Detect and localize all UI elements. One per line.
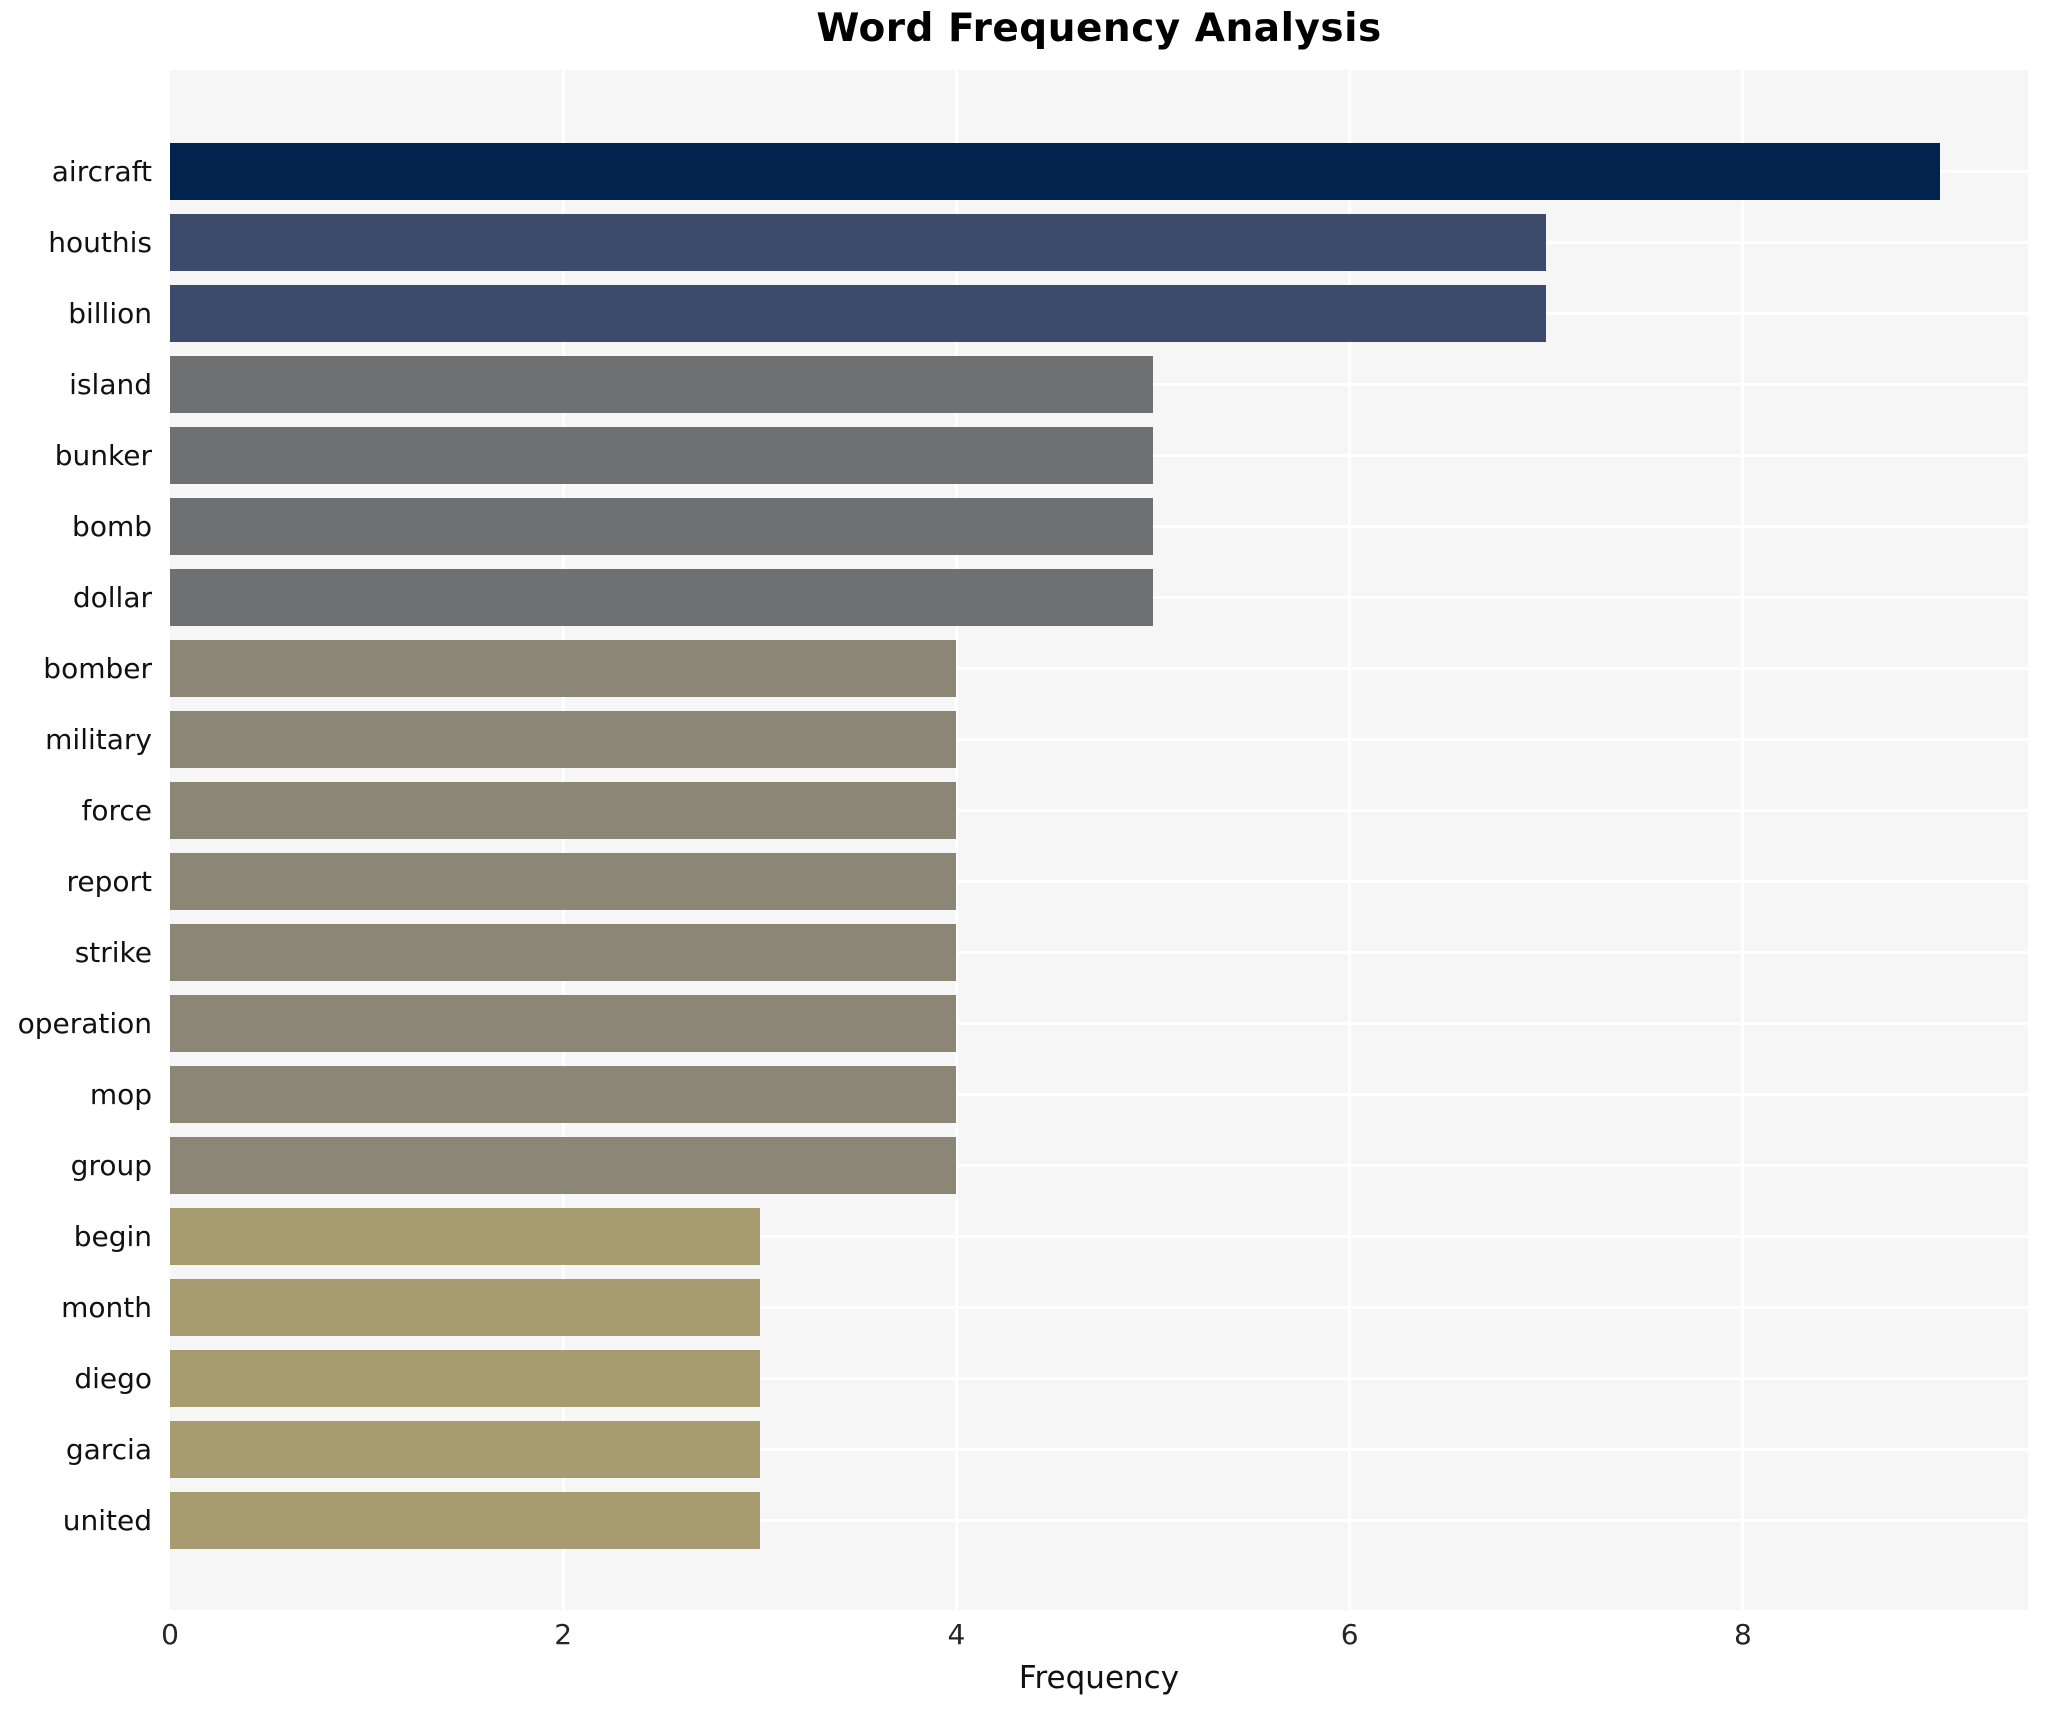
y-tick-label: garcia (65, 1433, 152, 1466)
frequency-bar (170, 782, 957, 839)
horizontal-gridline (170, 1022, 2028, 1025)
bar-row: strike (0, 917, 2048, 988)
frequency-bar (170, 214, 1547, 271)
bar-row: dollar (0, 562, 2048, 633)
frequency-bar (170, 995, 957, 1052)
frequency-bar (170, 498, 1154, 555)
bar-row: month (0, 1272, 2048, 1343)
bar-row: mop (0, 1059, 2048, 1130)
x-axis-ticks: 0 2 4 6 8 (0, 1618, 2048, 1658)
gridline (1348, 70, 1352, 1610)
horizontal-gridline (170, 951, 2028, 954)
horizontal-gridline (170, 738, 2028, 741)
y-tick-label: begin (73, 1220, 152, 1253)
bar-row: island (0, 349, 2048, 420)
x-tick-label: 2 (554, 1618, 573, 1651)
horizontal-gridline (170, 1377, 2028, 1380)
horizontal-gridline (170, 1448, 2028, 1451)
frequency-bar (170, 427, 1154, 484)
frequency-bar (170, 569, 1154, 626)
y-tick-label: force (81, 794, 152, 827)
bar-row: begin (0, 1201, 2048, 1272)
bar-rows: aircraft houthis billion island bunker b… (0, 70, 2048, 1610)
x-axis-label: Frequency (1018, 1660, 1180, 1696)
y-tick-label: report (66, 865, 152, 898)
frequency-bar (170, 1137, 957, 1194)
horizontal-gridline (170, 1306, 2028, 1309)
y-tick-label: bomber (43, 652, 152, 685)
x-tick-label: 4 (947, 1618, 966, 1651)
horizontal-gridline (170, 1164, 2028, 1167)
frequency-bar (170, 285, 1547, 342)
bar-row: report (0, 846, 2048, 917)
bar-row: diego (0, 1343, 2048, 1414)
bar-row: bomber (0, 633, 2048, 704)
y-tick-label: bomb (72, 510, 152, 543)
x-tick-label: 6 (1340, 1618, 1359, 1651)
horizontal-gridline (170, 1519, 2028, 1522)
y-tick-label: island (69, 368, 152, 401)
gridline (561, 70, 565, 1610)
frequency-bar (170, 1279, 760, 1336)
bar-row: billion (0, 278, 2048, 349)
y-tick-label: military (45, 723, 152, 756)
horizontal-gridline (170, 1093, 2028, 1096)
gridline (1741, 70, 1745, 1610)
y-tick-label: group (70, 1149, 152, 1182)
bar-row: group (0, 1130, 2048, 1201)
horizontal-gridline (170, 880, 2028, 883)
y-tick-label: aircraft (51, 155, 152, 188)
bar-row: garcia (0, 1414, 2048, 1485)
bar-row: operation (0, 988, 2048, 1059)
frequency-bar (170, 1492, 760, 1549)
y-tick-label: mop (89, 1078, 152, 1111)
y-tick-label: month (61, 1291, 152, 1324)
horizontal-gridline (170, 809, 2028, 812)
frequency-bar (170, 640, 957, 697)
frequency-bar (170, 356, 1154, 413)
y-tick-label: billion (68, 297, 152, 330)
y-tick-label: dollar (72, 581, 152, 614)
y-tick-label: houthis (48, 226, 152, 259)
y-tick-label: united (62, 1504, 152, 1537)
horizontal-gridline (170, 1235, 2028, 1238)
y-tick-label: operation (17, 1007, 152, 1040)
bar-row: houthis (0, 207, 2048, 278)
x-tick-label: 8 (1733, 1618, 1752, 1651)
bar-row: force (0, 775, 2048, 846)
bar-row: aircraft (0, 136, 2048, 207)
frequency-bar (170, 143, 1940, 200)
y-tick-label: bunker (54, 439, 152, 472)
y-tick-label: diego (74, 1362, 152, 1395)
horizontal-gridline (170, 667, 2028, 670)
bar-row: united (0, 1485, 2048, 1556)
y-tick-label: strike (74, 936, 152, 969)
gridline (954, 70, 958, 1610)
frequency-bar (170, 924, 957, 981)
frequency-bar (170, 1208, 760, 1265)
frequency-bar (170, 1350, 760, 1407)
bar-row: bunker (0, 420, 2048, 491)
frequency-bar (170, 1066, 957, 1123)
bar-row: bomb (0, 491, 2048, 562)
frequency-bar (170, 711, 957, 768)
x-tick-label: 0 (161, 1618, 179, 1651)
frequency-bar (170, 1421, 760, 1478)
chart-title: Word Frequency Analysis (816, 6, 1382, 51)
frequency-bar (170, 853, 957, 910)
bar-row: military (0, 704, 2048, 775)
